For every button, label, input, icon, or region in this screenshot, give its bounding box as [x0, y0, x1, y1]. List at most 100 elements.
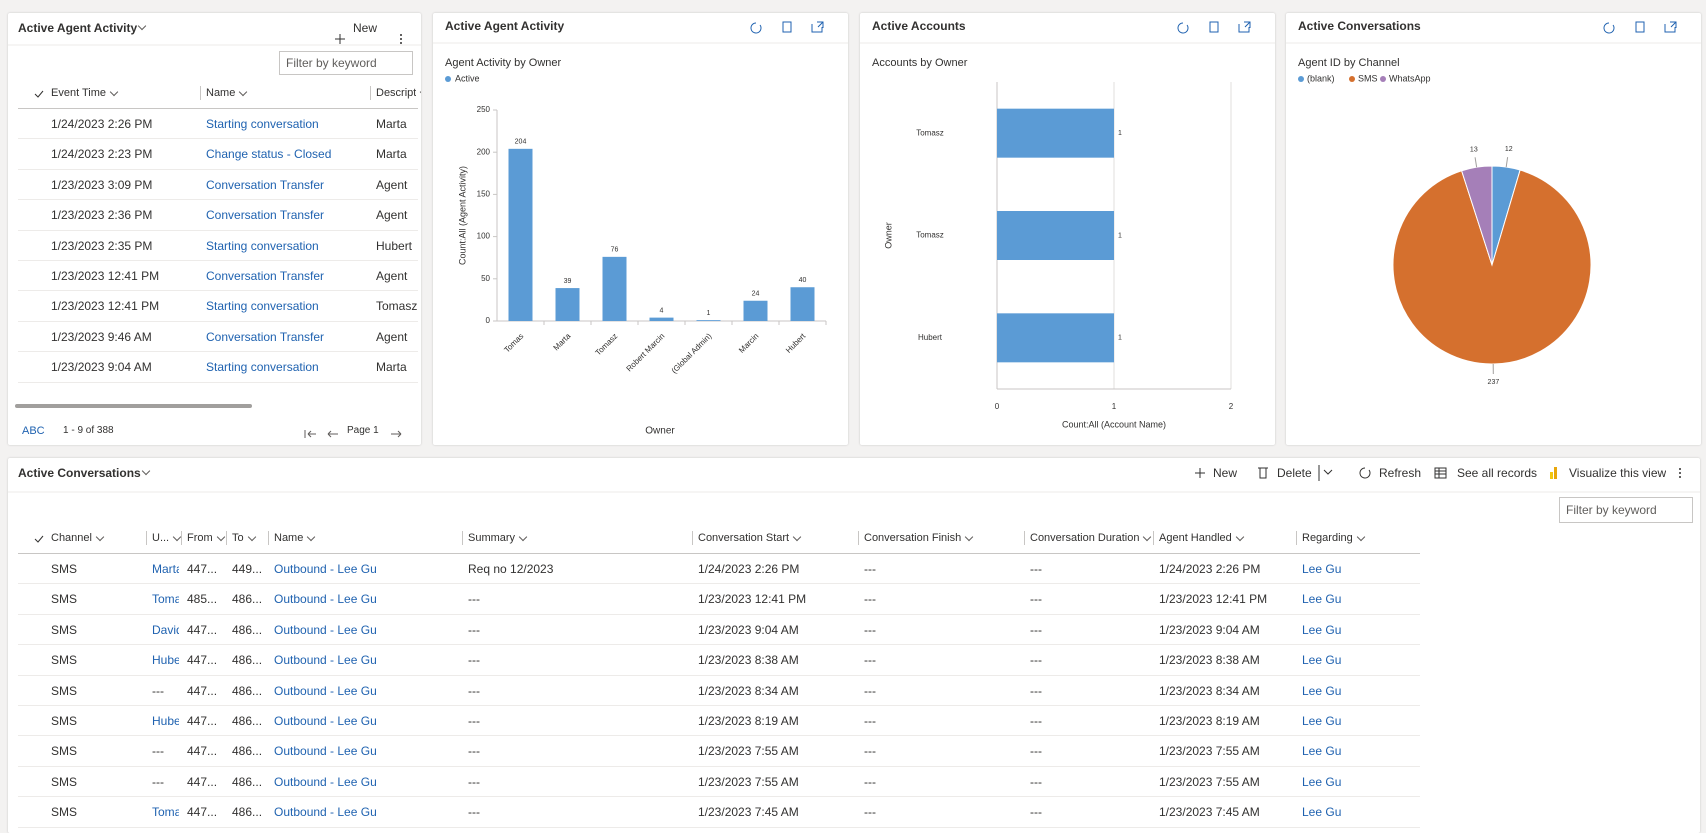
filter-box[interactable]: Filter by keyword — [279, 51, 413, 75]
check-icon — [34, 535, 44, 543]
link-cell[interactable]: Outbound - Lee Gu — [274, 714, 377, 728]
new-button[interactable]: New — [353, 21, 378, 35]
grid-icons — [8, 34, 421, 438]
link-cell[interactable]: Outbound - Lee Gu — [274, 562, 377, 576]
column-divider — [370, 86, 371, 100]
link-cell[interactable]: Starting conversation — [206, 238, 319, 253]
link-cell[interactable]: Lee Gu — [1302, 653, 1342, 668]
expand-icon — [1238, 21, 1251, 33]
cell: 486... — [232, 774, 263, 789]
link-cell[interactable]: Lee Gu — [1302, 622, 1342, 637]
link-cell[interactable]: Conversation Transfer — [206, 208, 325, 223]
x-tick-label: 1 — [1112, 402, 1117, 411]
filter-box[interactable]: Filter by keyword — [1559, 497, 1693, 523]
link-cell[interactable]: Outbound - Lee Gu — [274, 744, 377, 759]
cell: 1/23/2023 8:34 AM — [1159, 683, 1260, 698]
cell: 1/23/2023 9:04 AM — [1159, 622, 1260, 637]
records-icon — [1434, 467, 1447, 479]
x-tick-label: Tomasz — [594, 332, 620, 358]
link-cell[interactable]: Lee Gu — [1302, 592, 1342, 607]
x-axis-title: Owner — [645, 426, 675, 437]
cell: 485... — [187, 592, 218, 607]
refresh-icon — [750, 22, 762, 34]
link-cell[interactable]: Starting conversation — [206, 360, 319, 375]
header-line — [18, 108, 418, 109]
link-cell[interactable]: Outbound - Lee Gu — [274, 805, 377, 820]
y-tick-label: 150 — [477, 190, 491, 199]
data-label: 4 — [660, 307, 664, 314]
data-label: 237 — [1488, 379, 1500, 386]
legend-label: WhatsApp — [1389, 73, 1431, 83]
cell: Marta — [376, 147, 407, 162]
link-cell[interactable]: Outbound - Lee Gu — [274, 592, 377, 607]
link-cell[interactable]: Conversation Transfer — [206, 329, 325, 344]
link-cell[interactable]: David — [152, 622, 179, 637]
more-icon — [400, 38, 402, 40]
export-icon — [782, 21, 792, 33]
x-tick-label: Hubert — [784, 331, 808, 355]
bar — [997, 313, 1114, 363]
export-icon — [1209, 21, 1219, 33]
cell: Marta — [376, 360, 407, 375]
abc-filter[interactable]: ABC — [22, 425, 45, 437]
link-cell[interactable]: Change status - Closed — [206, 147, 332, 162]
cell: 449... — [232, 562, 263, 576]
link-cell[interactable]: Outbound - Lee Gu — [274, 622, 377, 637]
cell: 447... — [187, 805, 218, 820]
data-label: 24 — [752, 291, 760, 298]
link-cell[interactable]: Outbound - Lee Gu — [274, 774, 377, 789]
link-cell[interactable]: Lee Gu — [1302, 774, 1342, 789]
toolbar-button[interactable]: Delete — [1277, 466, 1312, 480]
link-cell[interactable]: Tomas — [152, 592, 179, 607]
link-cell[interactable]: Lee Gu — [1302, 744, 1342, 759]
link-cell[interactable]: Lee Gu — [1302, 805, 1342, 820]
link-cell[interactable]: Outbound - Lee Gu — [274, 683, 377, 698]
cell: 1/23/2023 12:41 PM — [1159, 592, 1268, 607]
cell: --- — [1030, 744, 1042, 759]
column-divider — [226, 531, 227, 545]
cell: Tomasz — [376, 299, 418, 314]
bar — [743, 300, 768, 321]
y-axis-title: Owner — [883, 222, 893, 249]
link-cell[interactable]: Conversation Transfer — [206, 177, 325, 192]
cell: 1/23/2023 2:35 PM — [51, 238, 153, 253]
link-cell[interactable]: Huber — [152, 653, 179, 668]
cell: 1/24/2023 2:23 PM — [51, 147, 153, 162]
data-label: 1 — [707, 310, 711, 317]
cell: 1/23/2023 8:38 AM — [1159, 653, 1260, 668]
delete-icon — [1258, 467, 1268, 479]
bar — [602, 256, 627, 321]
cell: SMS — [51, 774, 78, 789]
link-cell[interactable]: Huber — [152, 714, 179, 728]
pie-slice — [1392, 169, 1592, 365]
link-cell[interactable]: Lee Gu — [1302, 714, 1342, 728]
link-cell[interactable]: Conversation Transfer — [206, 269, 325, 283]
toolbar-button[interactable]: See all records — [1457, 466, 1538, 480]
link-cell[interactable]: Marta — [152, 562, 179, 576]
data-label: 76 — [611, 247, 619, 254]
cell: 1/23/2023 9:46 AM — [51, 329, 152, 344]
row-line — [18, 765, 1420, 767]
toolbar-button[interactable]: Refresh — [1379, 466, 1422, 480]
link-cell[interactable]: Starting conversation — [206, 117, 319, 131]
toolbar-button[interactable]: Visualize this view — [1569, 466, 1667, 480]
link-cell[interactable]: Starting conversation — [206, 299, 319, 314]
link-cell[interactable]: Lee Gu — [1302, 562, 1342, 576]
row-line — [18, 674, 1420, 676]
cell: 1/23/2023 2:36 PM — [51, 208, 153, 223]
cell: 486... — [232, 592, 263, 607]
link-cell[interactable]: Lee Gu — [1302, 683, 1342, 698]
toolbar-button[interactable]: New — [1213, 466, 1238, 480]
cell: --- — [152, 774, 164, 789]
column-divider — [146, 531, 147, 545]
cell: 1/24/2023 2:26 PM — [1159, 562, 1261, 576]
y-tick-label: 50 — [481, 274, 490, 283]
cell: 447... — [187, 683, 218, 698]
bar — [696, 320, 721, 321]
more-icon — [1679, 472, 1681, 474]
link-cell[interactable]: Tomas — [152, 805, 179, 820]
cell: --- — [864, 653, 876, 668]
cell: --- — [864, 744, 876, 759]
cell: SMS — [51, 653, 78, 668]
link-cell[interactable]: Outbound - Lee Gu — [274, 653, 377, 668]
